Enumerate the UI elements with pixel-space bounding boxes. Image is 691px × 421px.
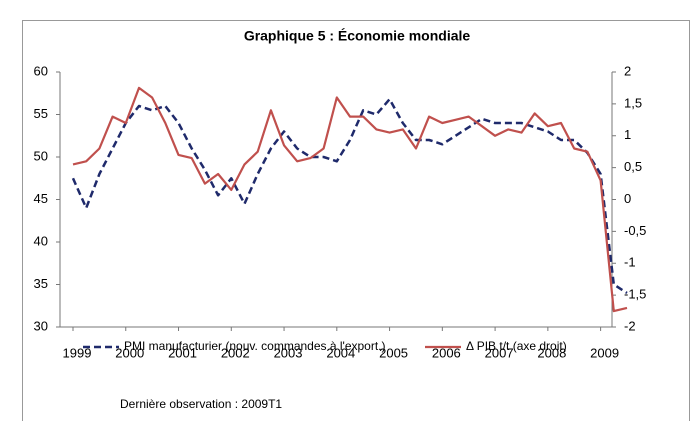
y2-tick-label: -0,5 [624, 223, 646, 238]
y2-tick-label: 0 [624, 191, 631, 206]
y2-tick-label: 0,5 [624, 159, 642, 174]
x-tick-label: 2000 [115, 345, 144, 360]
y2-tick-label: -2 [624, 318, 636, 333]
x-tick-label: 2003 [274, 345, 303, 360]
chart-frame [22, 20, 690, 421]
x-tick-label: 2008 [537, 345, 566, 360]
x-tick-label: 2009 [590, 345, 619, 360]
note: Dernière observation : 2009T1 [120, 397, 282, 411]
legend-label: Δ PIB t/t (axe droit) [466, 339, 567, 353]
x-tick-label: 2002 [221, 345, 250, 360]
x-tick-label: 2007 [485, 345, 514, 360]
y-tick-label: 60 [34, 63, 48, 78]
x-tick-label: 2005 [379, 345, 408, 360]
series-line [72, 86, 628, 313]
y-tick-label: 45 [34, 191, 48, 206]
y-tick-label: 35 [34, 276, 48, 291]
y-tick-label: 50 [34, 148, 48, 163]
x-tick-label: 2006 [432, 345, 461, 360]
legend-label: PMI manufacturier (nouv. commandes à l'e… [124, 339, 386, 353]
x-tick-label: 2004 [326, 345, 355, 360]
y2-tick-label: 2 [624, 63, 631, 78]
x-tick-label: 1999 [63, 345, 92, 360]
x-tick-label: 2001 [168, 345, 197, 360]
y-tick-label: 30 [34, 318, 48, 333]
y-tick-label: 40 [34, 233, 48, 248]
series-line [71, 97, 628, 295]
chart-title: Graphique 5 : Économie mondiale [244, 28, 471, 44]
y-tick-label: 55 [34, 106, 48, 121]
y2-tick-label: 1 [624, 127, 631, 142]
y2-tick-label: -1,5 [624, 287, 646, 302]
y2-tick-label: -1 [624, 255, 636, 270]
y2-tick-label: 1,5 [624, 95, 642, 110]
